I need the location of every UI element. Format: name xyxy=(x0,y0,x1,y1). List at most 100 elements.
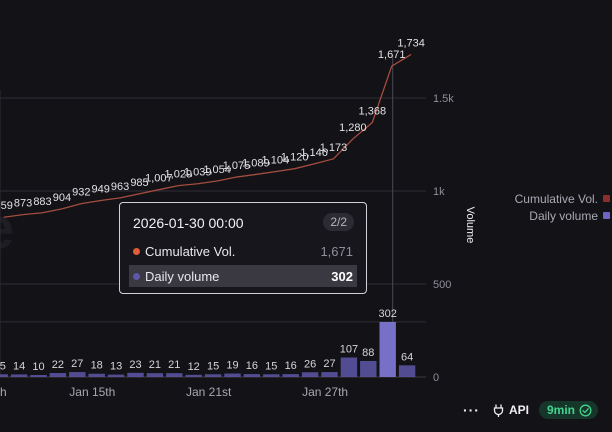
daily-bar xyxy=(185,374,202,377)
legend-swatch-cumulative xyxy=(603,195,610,202)
bar-value-label: 21 xyxy=(168,359,180,371)
x-tick-label: Jan 15th xyxy=(69,385,115,399)
x-tick-label: h xyxy=(0,385,7,399)
y-tick-label: 500 xyxy=(433,279,451,291)
cumulative-value-label: 1,280 xyxy=(339,122,367,134)
daily-bar xyxy=(204,374,222,377)
daily-bar xyxy=(282,374,299,377)
bar-value-label: 23 xyxy=(129,359,141,371)
refresh-label: 9min xyxy=(546,403,575,417)
cumulative-value-label: 1,039 xyxy=(184,167,212,179)
bar-value-label: 21 xyxy=(149,359,161,371)
cumulative-value-label: 1,007 xyxy=(145,173,173,185)
watermark-text: e xyxy=(0,196,14,261)
cumulative-value-label: 1,120 xyxy=(281,152,309,164)
bar-value-label: 15 xyxy=(265,360,277,372)
legend-label-daily: Daily volume xyxy=(529,208,598,223)
cumulative-path xyxy=(3,53,412,218)
daily-bar xyxy=(340,357,358,377)
cumulative-value-label: 1,029 xyxy=(165,169,193,181)
daily-bar xyxy=(69,372,86,377)
right-axis-title: Volume xyxy=(464,206,476,244)
axes: 0 500 1k 1.5k h Jan 15th Jan 21st Jan 27th xyxy=(0,93,454,399)
bar-value-label: 15 xyxy=(0,360,6,372)
cumulative-value-label: 883 xyxy=(33,196,51,208)
tooltip-row-cumulative: Cumulative Vol. 1,671 xyxy=(129,240,357,262)
daily-bar xyxy=(321,372,338,377)
daily-bar xyxy=(243,374,261,377)
legend-item-cumulative[interactable]: Cumulative Vol. xyxy=(478,190,610,207)
bar-value-label: 16 xyxy=(285,360,297,372)
cumulative-value-label: 859 xyxy=(0,200,13,212)
bar-value-label: 13 xyxy=(110,361,122,373)
more-options-button[interactable]: ··· xyxy=(462,402,480,418)
legend: Cumulative Vol. Daily volume xyxy=(478,190,610,224)
daily-bar xyxy=(224,373,241,377)
cumulative-value-label: 1,734 xyxy=(397,37,425,49)
cumulative-value-label: 873 xyxy=(14,198,32,210)
y-tick-label: 1k xyxy=(433,186,445,198)
bar-value-label: 15 xyxy=(207,360,219,372)
bar-value-label: 19 xyxy=(226,360,238,372)
x-tick-label: Jan 27th xyxy=(302,385,348,399)
bar-value-label: 14 xyxy=(13,360,25,372)
refresh-badge[interactable]: 9min xyxy=(538,401,598,419)
tooltip-value-daily: 302 xyxy=(331,268,353,284)
tooltip-date: 2026-01-30 00:00 xyxy=(133,215,244,231)
tooltip-dot-cumulative xyxy=(133,247,140,255)
bar-value-label: 302 xyxy=(379,308,397,320)
api-label: API xyxy=(508,403,529,417)
bar-value-label: 26 xyxy=(304,358,316,370)
tooltip-name-daily: Daily volume xyxy=(145,268,220,284)
cumulative-value-label: 1,671 xyxy=(378,49,406,61)
cumulative-value-label: 1,075 xyxy=(223,160,251,172)
bar-value-label: 27 xyxy=(323,358,335,370)
bar-value-label: 88 xyxy=(362,347,374,359)
cumulative-value-label: 1,089 xyxy=(242,157,270,169)
legend-label-cumulative: Cumulative Vol. xyxy=(514,191,598,206)
daily-bar xyxy=(263,374,280,377)
daily-bar xyxy=(146,373,164,377)
legend-swatch-daily xyxy=(603,212,610,219)
cumulative-value-label: 985 xyxy=(130,177,148,189)
daily-bar xyxy=(49,372,67,377)
y-tick-label: 1.5k xyxy=(433,93,454,105)
cumulative-value-label: 963 xyxy=(111,181,129,193)
daily-bar xyxy=(107,374,125,377)
daily-bar xyxy=(301,372,319,377)
daily-bar xyxy=(127,372,144,377)
y-tick-label: 0 xyxy=(433,372,439,384)
bar-value-label: 107 xyxy=(340,344,358,356)
api-button[interactable]: API xyxy=(492,403,529,417)
bar-value-label: 12 xyxy=(188,361,200,373)
legend-item-daily[interactable]: Daily volume xyxy=(478,207,610,224)
tooltip-page-indicator[interactable]: 2/2 xyxy=(323,213,354,231)
cumulative-line[interactable] xyxy=(3,53,412,218)
cumulative-value-label: 949 xyxy=(92,183,110,195)
chart-tooltip: 2026-01-30 00:00 2/2 Cumulative Vol. 1,6… xyxy=(119,202,367,294)
cumulative-value-label: 1,104 xyxy=(262,155,290,167)
plug-icon xyxy=(493,403,504,417)
tooltip-value-cumulative: 1,671 xyxy=(320,243,353,259)
bar-value-label: 10 xyxy=(32,361,44,373)
daily-bar xyxy=(30,375,47,377)
data-labels: 15 14 10 22 27 18 13 23 21 21 12 15 19 16 15 16 26 27 107 8… xyxy=(0,37,425,373)
bar-value-label: 18 xyxy=(91,360,103,372)
cumulative-value-label: 904 xyxy=(53,192,71,204)
tooltip-name-cumulative: Cumulative Vol. xyxy=(145,243,236,259)
tooltip-row-daily: Daily volume 302 xyxy=(129,265,357,287)
daily-volume-bars[interactable] xyxy=(0,322,416,377)
cumulative-value-label: 1,173 xyxy=(320,142,348,154)
x-tick-label: Jan 21st xyxy=(186,385,232,399)
cumulative-value-label: 1,054 xyxy=(203,164,231,176)
bar-value-label: 22 xyxy=(52,359,64,371)
bar-value-label: 64 xyxy=(401,351,413,363)
chart-footer: ··· API 9min xyxy=(463,400,598,420)
cumulative-value-label: 1,146 xyxy=(300,147,328,159)
cumulative-value-label: 1,368 xyxy=(359,106,387,118)
daily-bar xyxy=(166,373,183,377)
daily-bar xyxy=(398,365,416,377)
cumulative-value-label: 932 xyxy=(72,187,90,199)
